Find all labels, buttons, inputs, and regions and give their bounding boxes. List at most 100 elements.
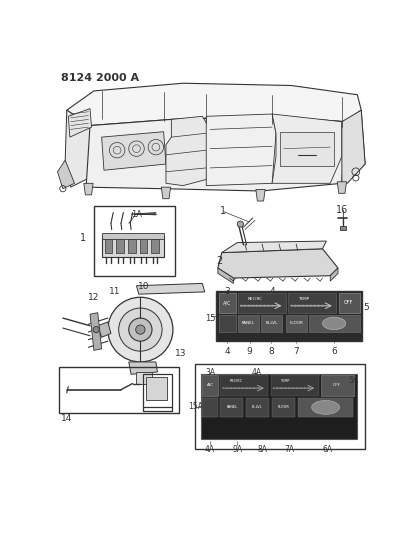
Text: TEMP: TEMP (297, 297, 308, 301)
Polygon shape (217, 268, 233, 284)
Circle shape (229, 387, 231, 389)
Circle shape (93, 327, 99, 333)
Text: 6A: 6A (322, 445, 332, 454)
Text: 7: 7 (292, 348, 298, 357)
Polygon shape (166, 116, 210, 185)
Circle shape (276, 387, 278, 389)
Polygon shape (68, 109, 91, 137)
Bar (261, 315, 281, 332)
Polygon shape (255, 189, 265, 201)
Polygon shape (128, 362, 157, 374)
Circle shape (295, 387, 297, 389)
Text: TEMP: TEMP (279, 379, 289, 383)
Text: OFF: OFF (344, 300, 353, 305)
Circle shape (301, 304, 303, 307)
Text: 13: 13 (175, 349, 186, 358)
Bar (202, 398, 217, 417)
Circle shape (253, 387, 255, 389)
Bar (200, 374, 357, 439)
Polygon shape (65, 110, 94, 187)
Polygon shape (97, 322, 111, 337)
Bar (218, 294, 235, 313)
Circle shape (290, 304, 292, 307)
Bar (94, 206, 175, 276)
Text: 4A: 4A (251, 368, 261, 377)
Polygon shape (90, 313, 101, 350)
Ellipse shape (311, 400, 339, 414)
Text: 1A: 1A (131, 210, 142, 219)
Circle shape (259, 304, 261, 307)
Text: PANEL: PANEL (241, 321, 254, 326)
Text: 3: 3 (224, 287, 229, 296)
Polygon shape (221, 241, 326, 253)
Polygon shape (206, 114, 275, 185)
Circle shape (266, 304, 269, 307)
Circle shape (128, 318, 152, 341)
Bar (194, 364, 364, 449)
Bar (216, 291, 361, 341)
Circle shape (249, 387, 251, 389)
Bar (338, 294, 359, 313)
Polygon shape (341, 110, 364, 183)
Text: A/C: A/C (206, 383, 213, 387)
Bar (218, 315, 235, 332)
Polygon shape (57, 160, 74, 189)
Circle shape (297, 304, 300, 307)
Text: RECIRC: RECIRC (247, 297, 262, 301)
Polygon shape (136, 284, 204, 294)
Polygon shape (329, 268, 337, 281)
Text: 11: 11 (109, 287, 121, 296)
Bar (139, 239, 147, 253)
Text: RECIRC: RECIRC (229, 379, 242, 383)
Bar (279, 132, 333, 166)
Text: BI-LVL: BI-LVL (252, 406, 262, 409)
Bar (285, 315, 306, 332)
Bar (116, 239, 124, 253)
Text: 10: 10 (138, 282, 149, 291)
Text: 15A: 15A (188, 402, 203, 411)
Circle shape (256, 387, 258, 389)
Circle shape (299, 387, 301, 389)
Polygon shape (161, 187, 170, 199)
Polygon shape (217, 249, 337, 278)
Text: FLOOR: FLOOR (277, 406, 289, 409)
Text: 5A: 5A (348, 376, 358, 385)
Bar (101, 236, 163, 257)
Circle shape (222, 387, 224, 389)
Polygon shape (86, 116, 345, 191)
Text: 8A: 8A (257, 445, 267, 454)
Bar (104, 239, 112, 253)
Circle shape (313, 304, 315, 307)
Text: 6: 6 (330, 348, 336, 357)
Text: 4: 4 (269, 287, 274, 296)
Circle shape (251, 304, 253, 307)
Circle shape (294, 304, 296, 307)
Circle shape (245, 387, 247, 389)
Text: 16: 16 (336, 205, 348, 215)
Text: 4A: 4A (204, 445, 215, 454)
Polygon shape (272, 114, 341, 183)
Text: 5: 5 (362, 303, 368, 312)
Text: 7A: 7A (283, 445, 294, 454)
Bar (151, 239, 159, 253)
Text: 2: 2 (216, 256, 222, 266)
Circle shape (226, 387, 227, 389)
Text: BI-LVL: BI-LVL (265, 321, 277, 326)
Bar (245, 398, 268, 417)
Circle shape (272, 387, 274, 389)
Circle shape (263, 304, 265, 307)
Polygon shape (341, 110, 364, 183)
Text: A/C: A/C (222, 300, 231, 305)
Bar (101, 232, 163, 239)
Circle shape (118, 308, 162, 351)
Text: 9A: 9A (231, 445, 242, 454)
Bar (220, 398, 243, 417)
Circle shape (237, 221, 243, 227)
Circle shape (241, 387, 243, 389)
Bar (288, 294, 336, 313)
Bar (320, 375, 353, 396)
Bar (238, 315, 258, 332)
Circle shape (255, 304, 257, 307)
Text: 9: 9 (246, 348, 252, 357)
Bar (146, 377, 167, 400)
